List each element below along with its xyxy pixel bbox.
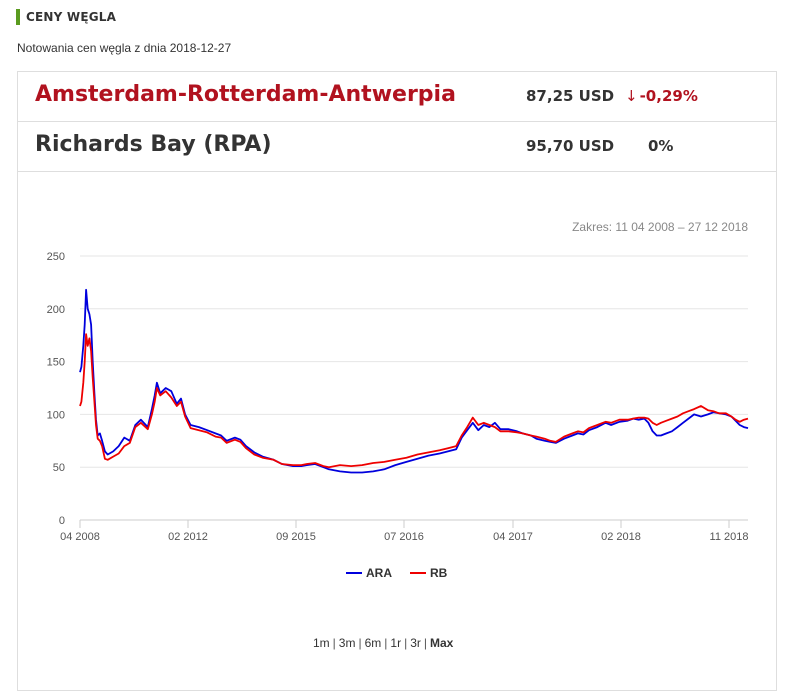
- range-note: Zakres: 11 04 2008 – 27 12 2018: [572, 220, 748, 234]
- range-separator: |: [332, 636, 336, 650]
- range-separator: |: [358, 636, 362, 650]
- range-option-3m[interactable]: 3m: [338, 636, 356, 650]
- x-tick-label: 11 2018: [710, 531, 749, 543]
- y-tick-label: 0: [59, 515, 65, 527]
- y-tick-label: 100: [47, 409, 65, 421]
- section-title: CENY WĘGLA: [26, 10, 117, 24]
- quote-price: 95,70 USD: [526, 137, 615, 155]
- quote-price: 87,25 USD: [526, 87, 615, 105]
- y-tick-label: 150: [47, 357, 65, 369]
- quote-change-value: -0,29%: [639, 87, 698, 105]
- range-option-1m[interactable]: 1m: [313, 636, 330, 650]
- y-tick-label: 200: [47, 304, 65, 316]
- x-tick-label: 02 2012: [168, 531, 208, 543]
- coal-prices-panel: Amsterdam-Rotterdam-Antwerpia 87,25 USD …: [17, 71, 777, 691]
- quote-change: ↓ -0,29%: [625, 87, 698, 105]
- range-separator: |: [404, 636, 408, 650]
- series-line-rb: [79, 333, 749, 469]
- quote-change: 0%: [648, 137, 673, 155]
- range-option-1r[interactable]: 1r: [390, 636, 402, 650]
- quote-date-subtitle: Notowania cen węgla z dnia 2018-12-27: [17, 41, 232, 55]
- range-separator: |: [423, 636, 427, 650]
- legend-label: RB: [430, 566, 448, 580]
- range-separator: |: [384, 636, 388, 650]
- quote-name[interactable]: Richards Bay (RPA): [35, 132, 272, 157]
- range-selector: 1m | 3m | 6m | 1r | 3r | Max: [313, 636, 453, 650]
- section-header: CENY WĘGLA: [16, 9, 116, 25]
- legend-label: ARA: [366, 566, 392, 580]
- quote-row-rb[interactable]: Richards Bay (RPA) 95,70 USD 0%: [18, 122, 776, 172]
- section-accent-bar: [16, 9, 20, 25]
- quote-name[interactable]: Amsterdam-Rotterdam-Antwerpia: [35, 82, 456, 107]
- x-tick-label: 07 2016: [384, 531, 424, 543]
- x-tick-label: 02 2018: [601, 531, 641, 543]
- range-option-3r[interactable]: 3r: [410, 636, 421, 650]
- quote-row-ara[interactable]: Amsterdam-Rotterdam-Antwerpia 87,25 USD …: [18, 72, 776, 122]
- x-tick-label: 04 2008: [60, 531, 100, 543]
- y-tick-label: 50: [53, 462, 65, 474]
- arrow-down-icon: ↓: [625, 87, 638, 105]
- quote-change-value: 0%: [648, 137, 674, 155]
- y-tick-label: 250: [47, 251, 65, 263]
- x-tick-label: 04 2017: [493, 531, 533, 543]
- series-line-ara: [79, 288, 749, 474]
- range-option-max[interactable]: Max: [429, 636, 454, 650]
- x-tick-label: 09 2015: [276, 531, 316, 543]
- range-option-6m[interactable]: 6m: [364, 636, 382, 650]
